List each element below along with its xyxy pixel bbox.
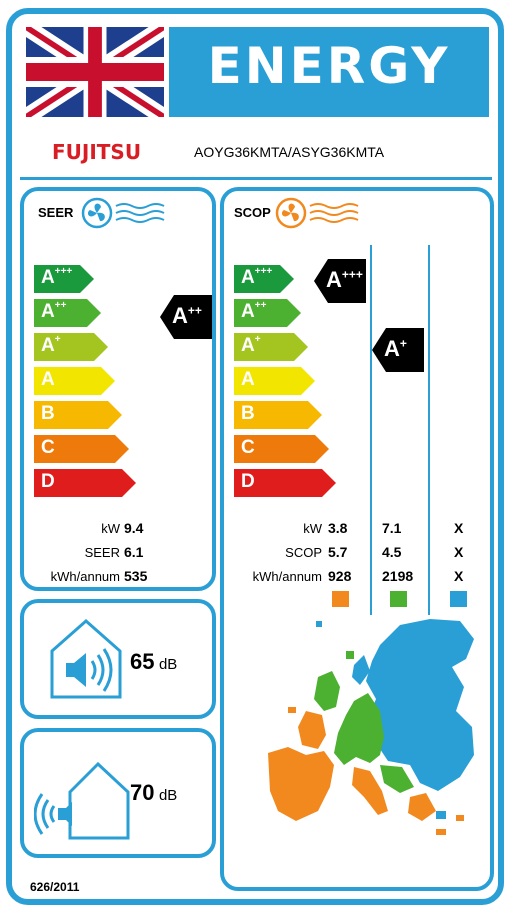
- regulation-number: 626/2011: [30, 880, 80, 894]
- scop-arrow-label: D: [241, 471, 255, 492]
- seer-arrow-b: B: [34, 401, 122, 429]
- scop-arrow-d: D: [234, 469, 336, 497]
- seer-arrow-d: D: [34, 469, 136, 497]
- scop-arrow-a1: A+: [234, 333, 308, 361]
- scop-scop-cold: X: [454, 544, 464, 560]
- scop-kw-warm: 3.8: [328, 520, 348, 536]
- indoor-noise-value: 65 dB: [130, 649, 178, 674]
- warm-zone-swatch: [332, 591, 349, 607]
- outdoor-noise-panel: 70 dB: [20, 728, 216, 858]
- scop-panel: SCOP A+++ A++ A+ A B C D A+++ A+ kW 3.8 7.1 X …: [220, 187, 494, 891]
- scop-arrow-b: B: [234, 401, 322, 429]
- scop-kwh-warm: 928: [328, 568, 352, 584]
- outdoor-noise-icon: [34, 761, 130, 840]
- energy-banner: ENERGY: [169, 27, 489, 117]
- model-number: AOYG36KMTA/ASYG36KMTA: [194, 144, 385, 160]
- scop-arrow-a: A: [234, 367, 315, 395]
- seer-seer-label: SEER: [84, 545, 120, 560]
- seer-arrow-label: A+: [41, 333, 61, 356]
- scop-kwh-cold: X: [454, 568, 464, 584]
- indoor-noise-icon: [50, 618, 122, 699]
- scop-title: SCOP: [234, 205, 271, 220]
- seer-arrow-label: C: [41, 437, 55, 458]
- seer-arrow-a: A: [34, 367, 115, 395]
- scop-scop-label: SCOP: [285, 545, 322, 560]
- seer-arrow-label: B: [41, 403, 55, 424]
- seer-panel: SEER A+++ A++ A+ A B C D A++ kW 9.4 SEER 6.1 k…: [20, 187, 216, 591]
- scop-arrow-label: A++: [241, 299, 267, 322]
- scop-arrow-a2: A++: [234, 299, 301, 327]
- scop-kwh-label: kWh/annum: [252, 569, 322, 584]
- seer-arrow-c: C: [34, 435, 129, 463]
- scop-arrow-label: B: [241, 403, 255, 424]
- cooling-fan-icon: [81, 197, 165, 229]
- scop-arrow-label: A+: [241, 333, 261, 356]
- seer-kw-label: kW: [101, 521, 120, 536]
- seer-arrow-label: A+++: [41, 265, 73, 288]
- europe-climate-zones-map: [268, 619, 474, 835]
- scop-arrow-label: A: [241, 369, 255, 390]
- average-zone-swatch: [390, 591, 407, 607]
- seer-arrow-label: D: [41, 471, 55, 492]
- seer-arrow-a3: A+++: [34, 265, 94, 293]
- seer-title: SEER: [38, 205, 74, 220]
- scop-scop-average: 4.5: [382, 544, 402, 560]
- seer-rating-marker: A++: [160, 295, 212, 339]
- label-frame: [6, 8, 504, 905]
- seer-rating-label: A++: [172, 303, 202, 328]
- header-divider: [20, 177, 492, 180]
- seer-kwh-value: 535: [124, 568, 148, 584]
- seer-arrow-label: A++: [41, 299, 67, 322]
- seer-kwh-label: kWh/annum: [50, 569, 120, 584]
- scop-arrow-a3: A+++: [234, 265, 294, 293]
- energy-title: ENERGY: [207, 37, 451, 95]
- scop-kw-cold: X: [454, 520, 464, 536]
- brand-logo: FUJITSU: [52, 140, 142, 164]
- seer-arrow-a2: A++: [34, 299, 101, 327]
- seer-seer-value: 6.1: [124, 544, 144, 560]
- scop-scop-warm: 5.7: [328, 544, 348, 560]
- scop-kwh-average: 2198: [382, 568, 414, 584]
- scop-divider-2: [428, 245, 430, 615]
- seer-kw-value: 9.4: [124, 520, 144, 536]
- seer-arrow-label: A: [41, 369, 55, 390]
- cold-zone-swatch: [450, 591, 467, 607]
- brand-row: FUJITSU AOYG36KMTA/ASYG36KMTA: [30, 128, 490, 178]
- seer-arrow-a1: A+: [34, 333, 108, 361]
- scop-arrow-label: C: [241, 437, 255, 458]
- outdoor-noise-value: 70 dB: [130, 780, 178, 805]
- scop-arrow-c: C: [234, 435, 329, 463]
- uk-flag-icon: [26, 27, 164, 117]
- scop-kw-label: kW: [303, 521, 322, 536]
- heating-fan-icon: [275, 197, 359, 229]
- scop-kw-average: 7.1: [382, 520, 402, 536]
- scop-arrow-label: A+++: [241, 265, 273, 288]
- indoor-noise-panel: 65 dB: [20, 599, 216, 719]
- scop-divider-1: [370, 245, 372, 615]
- scop-average-rating-marker: A+: [372, 328, 424, 372]
- scop-warm-rating-marker: A+++: [314, 259, 366, 303]
